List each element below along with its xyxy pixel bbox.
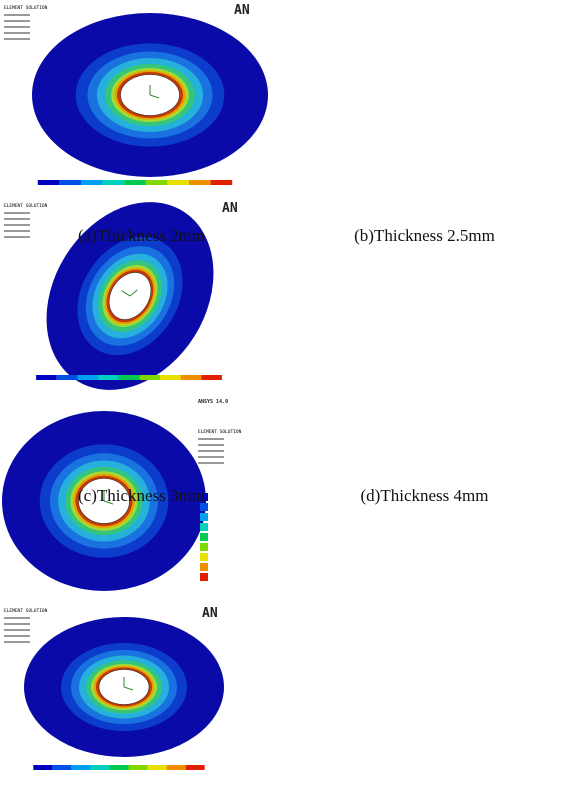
legend-swatch <box>200 573 208 581</box>
legend-swatch <box>59 180 81 185</box>
legend-swatch <box>81 180 103 185</box>
legend-swatch <box>200 563 208 571</box>
figure: ELEMENT SOLUTION AN (a)Thickness 2mm ELEMEN… <box>0 0 566 513</box>
legend-swatch <box>71 765 90 770</box>
info-line <box>4 617 30 619</box>
disk <box>32 13 268 177</box>
caption: (a)Thickness 2mm <box>0 226 283 246</box>
info-line <box>4 32 30 34</box>
legend-swatch <box>181 375 202 380</box>
disk <box>24 617 224 757</box>
info-line <box>198 438 224 440</box>
legend-swatch <box>186 765 205 770</box>
info-line <box>4 629 30 631</box>
legend-swatch <box>38 180 60 185</box>
info-line <box>198 462 224 464</box>
legend-swatch <box>200 513 208 521</box>
legend-swatch <box>160 375 181 380</box>
info-line <box>198 456 224 458</box>
info-line <box>4 212 30 214</box>
legend-swatch <box>77 375 98 380</box>
logo: ANSYS 14.0 <box>198 399 228 405</box>
legend-swatch <box>148 765 167 770</box>
panel: ELEMENT SOLUTION AN <box>0 0 270 198</box>
caption: (b)Thickness 2.5mm <box>283 226 566 246</box>
info-line <box>4 623 30 625</box>
legend-swatch <box>124 180 146 185</box>
logo: AN <box>202 606 218 621</box>
legend-swatch <box>167 765 186 770</box>
legend-swatch <box>146 180 168 185</box>
legend-swatch <box>200 533 208 541</box>
info-line <box>4 641 30 643</box>
info-line <box>4 20 30 22</box>
info-line <box>198 444 224 446</box>
legend-swatch <box>33 765 52 770</box>
info-line <box>198 450 224 452</box>
legend-swatch <box>200 523 208 531</box>
legend-swatch <box>201 375 222 380</box>
legend-swatch <box>57 375 78 380</box>
legend-swatch <box>129 765 148 770</box>
caption: (c)Thickness 3mm <box>0 486 283 506</box>
legend-swatch <box>189 180 211 185</box>
panel: ELEMENT SOLUTION AN <box>0 603 238 783</box>
plot-header: ELEMENT SOLUTION <box>4 5 48 11</box>
plot-header: ELEMENT SOLUTION <box>4 608 48 614</box>
info-line <box>4 14 30 16</box>
logo: AN <box>234 3 250 18</box>
info-line <box>4 26 30 28</box>
legend-swatch <box>90 765 109 770</box>
contour-plot: ELEMENT SOLUTION AN <box>0 603 238 783</box>
legend-swatch <box>36 375 57 380</box>
legend-swatch <box>200 543 208 551</box>
legend-swatch <box>103 180 125 185</box>
legend-swatch <box>139 375 160 380</box>
legend-swatch <box>211 180 233 185</box>
legend-swatch <box>52 765 71 770</box>
legend-swatch <box>167 180 189 185</box>
info-line <box>4 38 30 40</box>
info-line <box>4 635 30 637</box>
contour-plot: ELEMENT SOLUTION AN <box>0 0 270 198</box>
legend-swatch <box>109 765 128 770</box>
legend-swatch <box>98 375 119 380</box>
legend-swatch <box>119 375 140 380</box>
legend-swatch <box>200 553 208 561</box>
logo: AN <box>222 201 238 216</box>
plot-header: ELEMENT SOLUTION <box>4 203 48 209</box>
caption: (d)Thickness 4mm <box>283 486 566 506</box>
info-line <box>4 218 30 220</box>
plot-header: ELEMENT SOLUTION <box>198 429 242 435</box>
